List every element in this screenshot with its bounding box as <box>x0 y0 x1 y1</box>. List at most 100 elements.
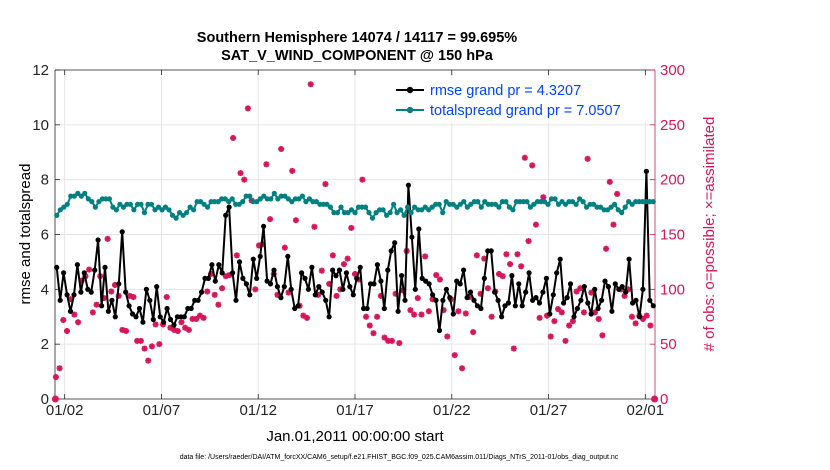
totalspread-point <box>96 199 102 205</box>
obs-possible-marker-bar <box>93 301 100 308</box>
obs-possible-marker-bar <box>171 327 177 333</box>
totalspread-point <box>387 210 393 216</box>
rmse-point <box>150 316 156 323</box>
obs-possible-marker <box>348 224 355 231</box>
obs-possible-marker-bar <box>607 179 613 185</box>
obs-possible-marker <box>318 267 325 274</box>
totalspread-point <box>303 199 309 205</box>
totalspread-point <box>261 193 267 199</box>
totalspread-point <box>92 204 98 210</box>
obs-possible-marker <box>64 328 70 335</box>
rmse-point <box>447 295 453 301</box>
rmse-point <box>271 267 277 273</box>
obs-possible-marker-bar <box>304 315 310 321</box>
rmse-point <box>347 284 353 290</box>
obs-possible-marker <box>344 255 351 262</box>
rmse-point <box>395 308 401 314</box>
obs-possible-marker <box>433 272 440 279</box>
obs-possible-marker <box>156 341 163 348</box>
totalspread-point <box>461 199 467 205</box>
totalspread-point <box>478 204 484 210</box>
obs-possible-marker-bar <box>426 308 432 315</box>
rmse-point <box>578 297 584 303</box>
obs-possible-marker <box>614 190 621 197</box>
totalspread-point <box>113 207 119 213</box>
obs-possible-marker <box>499 273 506 280</box>
obs-possible-marker-bar <box>322 181 329 187</box>
obs-possible-marker-bar <box>444 333 451 340</box>
rmse-point <box>481 275 487 281</box>
obs-possible-marker-bar <box>90 309 96 316</box>
rmse-point <box>412 286 418 292</box>
totalspread-point <box>608 204 614 210</box>
totalspread-point <box>405 204 411 210</box>
rmse-point <box>619 284 625 290</box>
totalspread-point <box>254 199 260 205</box>
totalspread-point <box>247 193 253 199</box>
obs-possible-marker <box>204 288 211 295</box>
rmse-point <box>95 237 101 243</box>
y-tick-label-left: 6 <box>41 227 49 244</box>
obs-possible-marker-bar <box>367 322 373 329</box>
rmse-point <box>636 314 643 320</box>
rmse-point <box>592 286 598 292</box>
rmse-point <box>574 305 581 312</box>
totalspread-point <box>338 204 344 210</box>
totalspread-point <box>187 204 193 210</box>
obs-possible-marker-bar <box>149 343 155 350</box>
y-tick-label-left: 2 <box>41 336 49 353</box>
obs-possible-marker-bar <box>348 225 355 231</box>
rmse-point <box>343 270 349 276</box>
rmse-point <box>226 204 232 210</box>
obs-possible-marker-bar <box>470 329 476 335</box>
totalspread-point <box>369 215 376 221</box>
rmse-point <box>288 286 294 292</box>
obs-possible-marker-bar <box>507 261 513 267</box>
rmse-point <box>116 281 122 287</box>
rmse-point <box>357 264 363 270</box>
obs-possible-marker-bar <box>230 135 236 141</box>
obs-possible-marker <box>632 320 639 327</box>
obs-possible-marker-bar <box>330 252 336 259</box>
obs-possible-marker <box>459 365 466 372</box>
rmse-point <box>71 292 77 298</box>
obs-possible-marker-bar <box>407 307 414 313</box>
y-tick-label-left: 0 <box>41 391 49 408</box>
obs-possible-marker-bar <box>562 338 569 344</box>
rmse-point <box>612 281 618 287</box>
obs-possible-marker <box>145 357 152 364</box>
obs-possible-marker-bar <box>415 295 421 301</box>
rmse-point <box>195 297 201 303</box>
totalspread-point <box>619 210 625 216</box>
totalspread-point <box>205 204 211 210</box>
obs-possible-marker <box>547 333 554 340</box>
rmse-point <box>626 256 632 262</box>
obs-possible-marker <box>521 154 528 161</box>
totalspread-point <box>352 210 358 216</box>
obs-possible-marker <box>584 155 591 162</box>
legend-totalspread-label: totalspread grand pr = 7.0507 <box>430 103 621 119</box>
obs-possible-marker <box>163 294 170 301</box>
obs-possible-marker-bar <box>352 271 358 277</box>
rmse-point <box>254 275 260 281</box>
obs-possible-marker <box>60 317 67 324</box>
rmse-point <box>333 273 339 279</box>
totalspread-point <box>212 199 218 205</box>
rmse-point <box>440 297 446 303</box>
totalspread-point <box>120 204 126 210</box>
obs-possible-marker <box>244 105 251 112</box>
rmse-point <box>426 281 432 287</box>
x-tick-label: 01/12 <box>239 402 277 419</box>
totalspread-point <box>236 201 242 207</box>
obs-possible-marker-bar <box>381 334 388 341</box>
totalspread-point <box>591 201 597 207</box>
totalspread-point <box>61 204 67 210</box>
rmse-point <box>540 289 546 295</box>
obs-possible-marker <box>451 352 458 359</box>
rmse-point <box>295 303 301 309</box>
rmse-point <box>261 223 267 229</box>
rmse-point <box>354 275 360 281</box>
totalspread-point <box>222 196 228 202</box>
obs-possible-marker <box>484 285 491 292</box>
x-tick-label: 01/02 <box>46 402 84 419</box>
